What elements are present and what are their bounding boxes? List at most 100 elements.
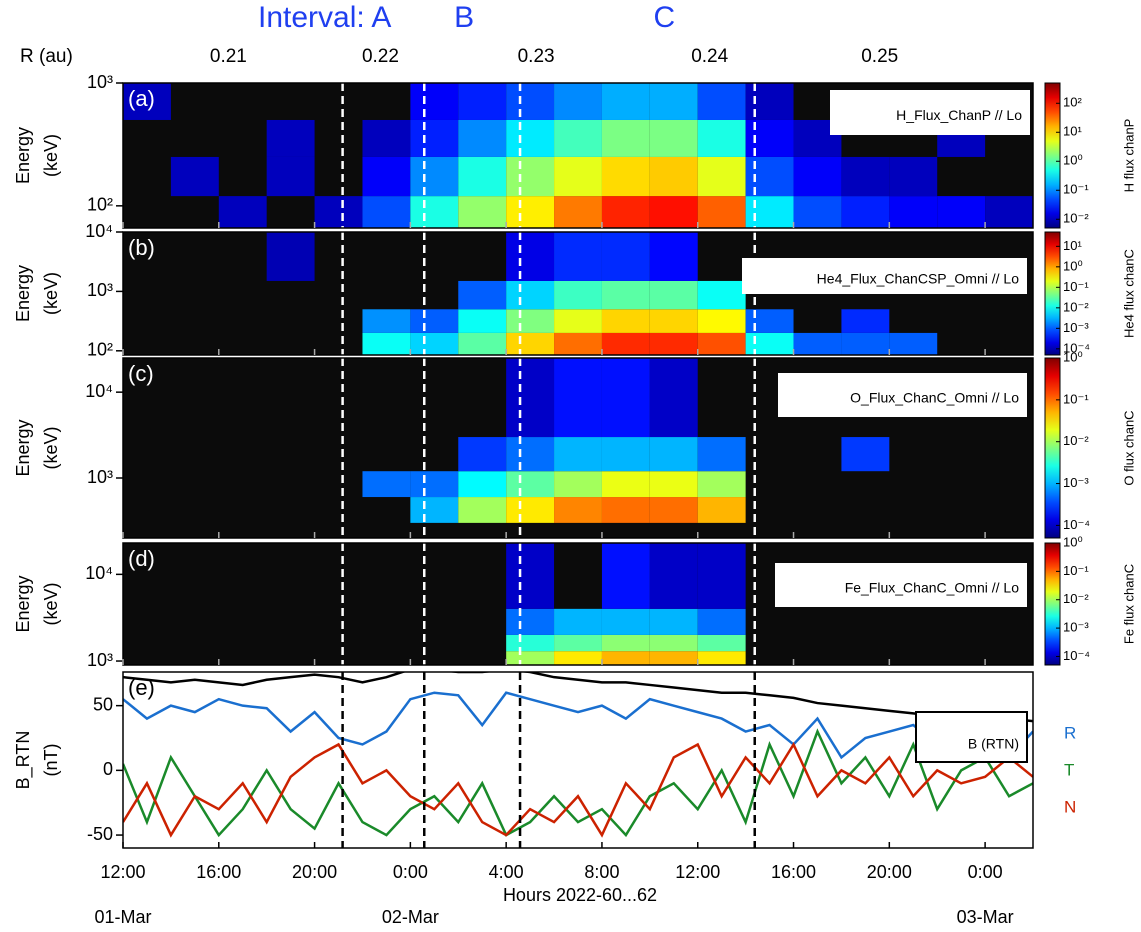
heat-cell [554, 196, 602, 228]
heat-cell [218, 196, 267, 228]
heat-cell [314, 196, 363, 228]
annotation-box [742, 258, 1027, 294]
y-tick-label: 10³ [87, 72, 113, 92]
colorbar-tick-label: 10⁻² [1063, 299, 1089, 314]
colorbar-tick-label: 10⁻² [1063, 591, 1089, 606]
heat-cell [506, 83, 555, 120]
heat-cell [554, 497, 602, 523]
annotation: O_Flux_ChanC_Omni // Lo [850, 390, 1019, 406]
y-axis-label: B_RTN [13, 731, 34, 790]
heat-cell [506, 651, 555, 665]
heat-cell [649, 196, 698, 228]
plot-area [506, 543, 746, 665]
heat-cell [601, 309, 650, 333]
heat-cell [649, 651, 698, 665]
plot-area [266, 232, 938, 355]
colorbar [1044, 542, 1061, 666]
heat-cell [697, 634, 746, 652]
y-tick-label: 10² [87, 195, 113, 215]
heat-cell [697, 471, 746, 498]
heat-cell [410, 471, 459, 498]
heat-cell [745, 309, 794, 333]
heat-cell [745, 156, 794, 197]
heat-cell [841, 332, 890, 355]
heat-cell [554, 651, 602, 665]
heat-cell [506, 358, 555, 438]
heat-cell [985, 196, 1033, 228]
heat-cell [937, 196, 986, 228]
heat-cell [601, 471, 650, 498]
panel-label: (e) [128, 675, 155, 700]
colorbar-tick-label: 10⁻¹ [1063, 563, 1089, 578]
heat-cell [889, 156, 938, 197]
heat-cell [697, 309, 746, 333]
y-tick-label: 10² [87, 340, 113, 360]
heat-cell [649, 280, 698, 310]
colorbar-label: O flux chanC [1121, 410, 1136, 485]
heat-cell [458, 156, 507, 197]
heat-cell [506, 543, 555, 609]
colorbar-tick-label: 10⁻³ [1063, 620, 1089, 635]
top-axis-label: R (au) [20, 46, 73, 67]
y-tick-label: 10³ [87, 467, 113, 487]
series-line [123, 672, 1033, 723]
heat-cell [601, 280, 650, 310]
heat-cell [554, 119, 602, 157]
heat-cell [649, 332, 698, 355]
legend-label: T [1064, 760, 1074, 779]
date-label: 01-Mar [94, 907, 151, 927]
heat-cell [793, 332, 842, 355]
heat-cell [601, 543, 650, 609]
heat-cell [745, 332, 794, 355]
date-label: 02-Mar [382, 907, 439, 927]
panel-frame [122, 82, 1034, 229]
heat-cell [410, 156, 459, 197]
heat-cell [649, 83, 698, 120]
heat-cell [458, 471, 507, 498]
top-tick-label: 0.22 [362, 46, 399, 67]
colorbar-tick-label: 10⁻² [1063, 211, 1089, 226]
y-axis-label: (nT) [41, 744, 61, 777]
heat-cell [458, 309, 507, 333]
heat-cell [649, 358, 698, 438]
heat-cell [506, 497, 555, 523]
colorbar-tick-label: 10⁻¹ [1063, 391, 1089, 406]
panel-frame [122, 231, 1034, 356]
heat-cell [601, 232, 650, 281]
plot-area [123, 83, 1033, 228]
x-tick-label: 12:00 [100, 862, 145, 882]
series-line [123, 691, 1033, 760]
heat-cell [697, 119, 746, 157]
heat-cell [266, 232, 315, 281]
heat-cell [601, 83, 650, 120]
heat-cell [745, 196, 794, 228]
y-axis-label: (keV) [41, 582, 61, 625]
heat-cell [601, 497, 650, 523]
colorbar-label: Fe flux chanC [1121, 564, 1136, 644]
heat-cell [123, 83, 171, 120]
heat-cell [458, 119, 507, 157]
heat-cell [697, 83, 746, 120]
heat-cell [649, 232, 698, 281]
colorbar-tick-label: 10⁻² [1063, 433, 1089, 448]
interval-label: Interval: A [258, 1, 391, 34]
heat-cell [458, 196, 507, 228]
colorbar [1044, 82, 1061, 229]
heat-cell [554, 608, 602, 635]
top-tick-label: 0.25 [861, 46, 898, 67]
heat-cell [362, 119, 411, 157]
heat-cell [362, 156, 411, 197]
heat-cell [506, 332, 555, 355]
heat-cell [362, 471, 411, 498]
heat-cell [362, 196, 411, 228]
top-tick-label: 0.21 [210, 46, 247, 67]
heat-cell [697, 437, 746, 472]
panel-frame [122, 671, 1034, 849]
y-axis-label: (keV) [41, 272, 61, 315]
heat-cell [554, 437, 602, 472]
heat-cell [506, 437, 555, 472]
heat-cell [793, 156, 842, 197]
heat-cell [410, 83, 459, 120]
colorbar-tick-label: 10⁰ [1063, 258, 1083, 273]
